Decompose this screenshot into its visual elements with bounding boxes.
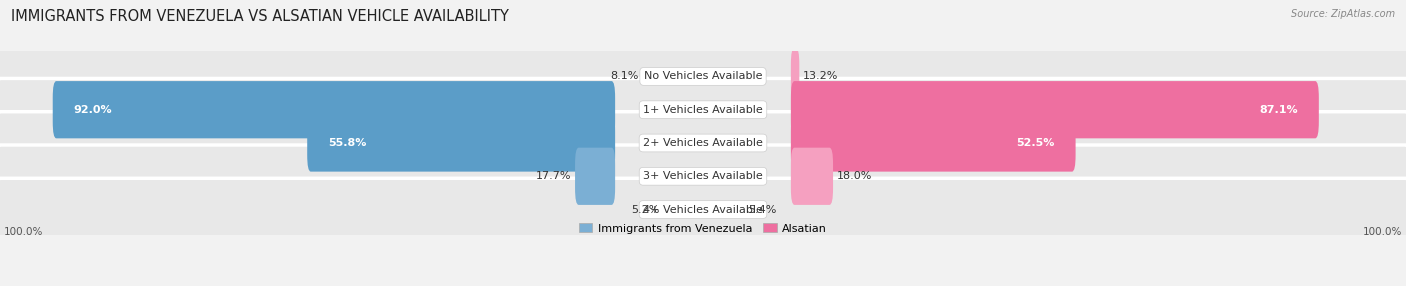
Text: 5.4%: 5.4% <box>748 204 776 214</box>
Text: 5.2%: 5.2% <box>631 204 659 214</box>
FancyBboxPatch shape <box>0 78 1406 141</box>
Text: 1+ Vehicles Available: 1+ Vehicles Available <box>643 105 763 115</box>
FancyBboxPatch shape <box>308 114 616 172</box>
Text: Source: ZipAtlas.com: Source: ZipAtlas.com <box>1291 9 1395 19</box>
Legend: Immigrants from Venezuela, Alsatian: Immigrants from Venezuela, Alsatian <box>575 219 831 238</box>
FancyBboxPatch shape <box>0 178 1406 241</box>
FancyBboxPatch shape <box>790 148 832 205</box>
Text: 8.1%: 8.1% <box>610 72 640 82</box>
FancyBboxPatch shape <box>790 81 1319 138</box>
FancyBboxPatch shape <box>790 48 799 105</box>
Text: 100.0%: 100.0% <box>3 227 44 237</box>
FancyBboxPatch shape <box>575 148 616 205</box>
Text: 17.7%: 17.7% <box>536 171 571 181</box>
Text: 13.2%: 13.2% <box>803 72 838 82</box>
FancyBboxPatch shape <box>0 45 1406 108</box>
FancyBboxPatch shape <box>790 114 1076 172</box>
FancyBboxPatch shape <box>0 145 1406 208</box>
FancyBboxPatch shape <box>0 112 1406 174</box>
Text: 2+ Vehicles Available: 2+ Vehicles Available <box>643 138 763 148</box>
Text: IMMIGRANTS FROM VENEZUELA VS ALSATIAN VEHICLE AVAILABILITY: IMMIGRANTS FROM VENEZUELA VS ALSATIAN VE… <box>11 9 509 23</box>
Text: 4+ Vehicles Available: 4+ Vehicles Available <box>643 204 763 214</box>
Text: 100.0%: 100.0% <box>1362 227 1403 237</box>
Text: 87.1%: 87.1% <box>1260 105 1298 115</box>
Text: No Vehicles Available: No Vehicles Available <box>644 72 762 82</box>
Text: 3+ Vehicles Available: 3+ Vehicles Available <box>643 171 763 181</box>
Text: 52.5%: 52.5% <box>1017 138 1054 148</box>
Text: 55.8%: 55.8% <box>329 138 367 148</box>
Text: 92.0%: 92.0% <box>73 105 112 115</box>
FancyBboxPatch shape <box>53 81 616 138</box>
Text: 18.0%: 18.0% <box>837 171 872 181</box>
